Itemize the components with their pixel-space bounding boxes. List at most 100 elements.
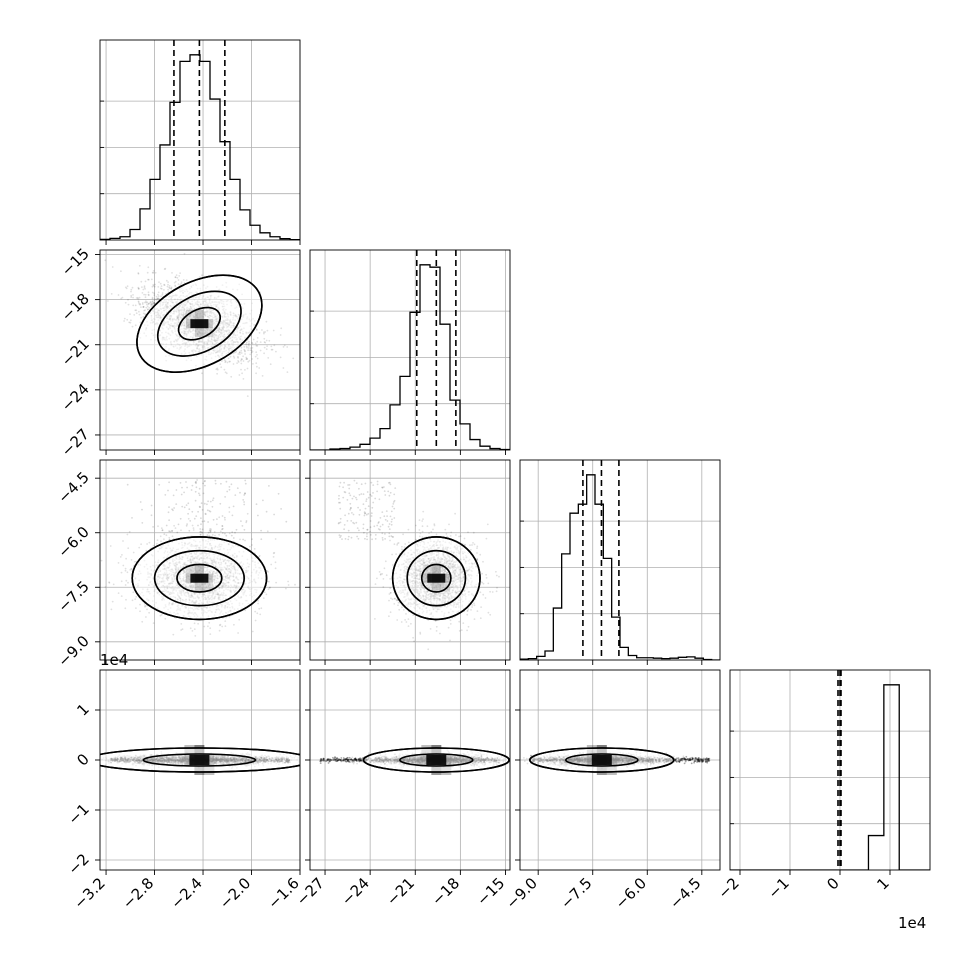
scatter-point bbox=[172, 509, 174, 512]
scatter-point bbox=[396, 542, 399, 545]
panel-frame bbox=[309, 249, 511, 451]
scatter-point bbox=[185, 524, 188, 527]
scatter-point bbox=[181, 486, 183, 489]
scatter-point bbox=[183, 491, 185, 494]
scatter-point bbox=[275, 350, 277, 353]
scatter-point bbox=[145, 549, 148, 552]
scatter-point bbox=[221, 532, 224, 534]
scatter-point bbox=[273, 344, 276, 347]
scatter-point bbox=[266, 530, 269, 533]
scatter-point bbox=[280, 508, 282, 510]
scatter-point bbox=[147, 291, 150, 294]
y-tick-label: −6.0 bbox=[54, 523, 92, 561]
scatter-point bbox=[200, 517, 202, 520]
scatter-point bbox=[246, 395, 249, 397]
scatter-point bbox=[199, 528, 202, 530]
scatter-point bbox=[195, 480, 197, 483]
scatter-point bbox=[396, 544, 398, 546]
scatter-point bbox=[259, 341, 262, 343]
histogram-step bbox=[100, 54, 300, 240]
scatter-point bbox=[142, 306, 145, 308]
scatter-point bbox=[159, 282, 162, 285]
scatter-point bbox=[152, 285, 155, 287]
scatter-point bbox=[247, 349, 250, 352]
scatter-point bbox=[111, 600, 114, 603]
scatter-point bbox=[132, 591, 135, 594]
scatter-point bbox=[391, 553, 393, 556]
scatter-point bbox=[393, 597, 396, 600]
scatter-point bbox=[273, 513, 275, 516]
scatter-point bbox=[143, 309, 145, 312]
panel-2-0: −9.0−7.5−6.0−4.5 bbox=[54, 459, 301, 670]
y-tick-label: −15 bbox=[58, 245, 93, 280]
scatter-point bbox=[225, 372, 228, 375]
scatter-point bbox=[197, 524, 199, 527]
scatter-point bbox=[139, 303, 141, 306]
panel-1-1 bbox=[309, 249, 511, 455]
y-tick-label: −21 bbox=[58, 335, 93, 370]
scatter-point bbox=[249, 347, 252, 349]
scatter-point bbox=[251, 341, 254, 344]
scatter-point bbox=[110, 608, 113, 611]
scatter-point bbox=[144, 309, 146, 311]
scatter-point bbox=[168, 506, 170, 508]
scatter-point bbox=[134, 324, 137, 327]
scatter-point bbox=[228, 486, 231, 488]
scatter-point bbox=[237, 356, 240, 359]
scatter-point bbox=[270, 348, 273, 351]
scatter-point bbox=[219, 502, 222, 505]
scatter-point bbox=[131, 517, 133, 519]
scatter-point bbox=[140, 306, 142, 308]
scatter-point bbox=[147, 294, 150, 297]
scatter-point bbox=[153, 292, 155, 295]
scatter-point bbox=[167, 283, 169, 286]
scatter-point bbox=[108, 582, 111, 584]
scatter-point bbox=[211, 534, 214, 536]
contour-line bbox=[156, 290, 242, 357]
scatter-point bbox=[251, 630, 254, 633]
scatter-point bbox=[146, 543, 148, 545]
scatter-point bbox=[214, 482, 217, 485]
scatter-point bbox=[206, 534, 209, 536]
scatter-point bbox=[120, 297, 123, 300]
scatter-point bbox=[127, 298, 129, 301]
scatter-point bbox=[210, 528, 212, 531]
scatter-point bbox=[179, 517, 182, 520]
scatter-point bbox=[241, 525, 244, 527]
scatter-point bbox=[245, 521, 248, 524]
scatter-point bbox=[157, 286, 160, 288]
scatter-point bbox=[180, 529, 182, 532]
scatter-point bbox=[152, 303, 155, 305]
scatter-point bbox=[209, 531, 212, 533]
scatter-point bbox=[141, 620, 144, 623]
y-tick-label: −24 bbox=[58, 380, 93, 415]
scatter-point bbox=[142, 316, 145, 318]
scatter-point bbox=[164, 494, 167, 496]
scatter-point bbox=[170, 288, 173, 290]
scatter-point bbox=[174, 276, 177, 279]
scatter-point bbox=[135, 607, 137, 609]
scatter-point bbox=[157, 291, 160, 294]
scatter-point bbox=[285, 520, 288, 523]
scatter-point bbox=[209, 500, 212, 503]
scatter-point bbox=[163, 268, 166, 270]
scatter-point bbox=[244, 482, 247, 485]
scatter-point bbox=[138, 296, 141, 299]
scatter-point bbox=[224, 361, 227, 364]
scatter-point bbox=[191, 484, 194, 487]
scatter-point bbox=[141, 302, 144, 304]
scatter-point bbox=[198, 494, 201, 497]
scatter-point bbox=[259, 349, 262, 352]
scatter-point bbox=[139, 303, 142, 305]
scatter-point bbox=[188, 508, 191, 511]
scatter-point bbox=[248, 340, 250, 343]
scatter-point bbox=[249, 353, 252, 356]
scatter-point bbox=[180, 493, 183, 496]
scatter-point bbox=[224, 360, 227, 363]
scatter-point bbox=[258, 554, 261, 557]
scatter-point bbox=[153, 302, 156, 304]
scatter-point bbox=[144, 296, 147, 299]
scatter-point bbox=[157, 297, 160, 300]
scatter-point bbox=[226, 361, 229, 364]
scatter-point bbox=[129, 313, 131, 315]
